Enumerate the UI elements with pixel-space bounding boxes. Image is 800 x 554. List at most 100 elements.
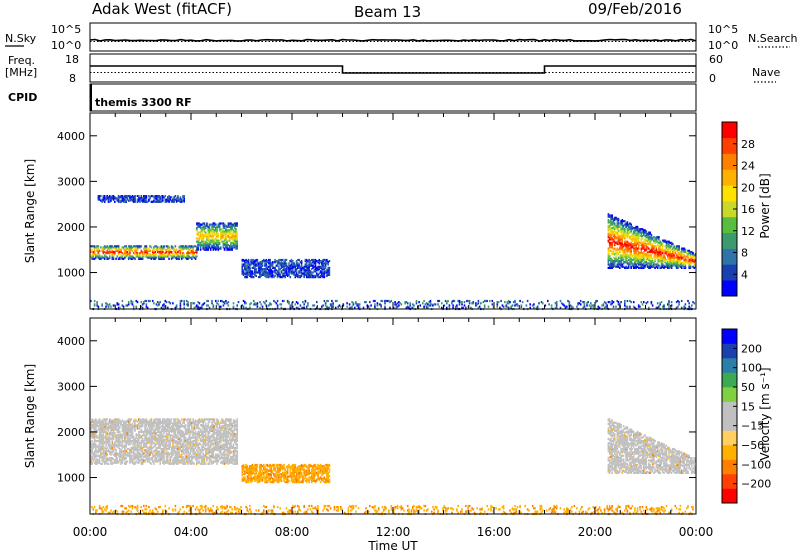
heatmap-cell [110,426,112,429]
heatmap-cell [276,276,279,279]
heatmap-cell [367,305,370,308]
heatmap-cell [284,274,286,277]
heatmap-cell [269,268,271,271]
heatmap-cell [107,247,110,250]
heatmap-cell [106,435,108,438]
heatmap-cell [466,299,468,303]
heatmap-cell [213,224,216,227]
heatmap-cell [246,262,249,265]
heatmap-cell [203,222,206,225]
heatmap-cell [191,249,193,252]
heatmap-cell [141,250,144,254]
heatmap-cell [136,434,139,437]
heatmap-cell [158,199,160,202]
heatmap-cell [512,301,515,304]
heatmap-cell [691,253,693,256]
heatmap-cell [156,441,159,444]
heatmap-cell [215,237,217,240]
heatmap-cell [216,228,218,231]
heatmap-cell [138,449,140,452]
heatmap-cell [626,236,629,239]
heatmap-cell [261,305,264,308]
heatmap-cell [135,245,138,248]
heatmap-cell [376,302,379,305]
heatmap-cell [114,434,116,437]
heatmap-cell [228,223,231,226]
heatmap-cell [672,242,674,246]
heatmap-cell [146,427,149,430]
heatmap-cell [648,238,650,241]
heatmap-cell [285,272,288,275]
heatmap-cell [236,240,238,243]
heatmap-cell [266,273,269,276]
heatmap-cell [218,241,221,244]
heatmap-cell [307,304,309,307]
date-title: 09/Feb/2016 [588,0,682,18]
heatmap-cell [310,276,313,279]
heatmap-cell [207,304,209,307]
heatmap-cell [668,264,670,267]
heatmap-cell [141,454,144,457]
heatmap-cell [96,429,98,432]
heatmap-cell [265,271,268,274]
heatmap-cell [201,223,203,226]
heatmap-cell [156,426,159,429]
heatmap-cell [129,250,131,254]
heatmap-cell [110,199,112,202]
heatmap-cell [346,305,348,308]
heatmap-cell [632,257,635,260]
heatmap-cell [225,299,227,303]
heatmap-cell [645,253,648,256]
heatmap-cell [179,196,182,199]
heatmap-cell [281,299,284,303]
heatmap-cell [160,439,163,443]
heatmap-cell [603,301,606,304]
heatmap-cell [153,247,155,250]
heatmap-cell [661,252,664,255]
heatmap-cell [607,252,610,255]
heatmap-cell [308,273,310,276]
heatmap-cell [91,439,93,443]
heatmap-cell [127,435,130,438]
heatmap-cell [141,430,144,433]
heatmap-cell [444,299,447,303]
heatmap-cell [124,429,126,432]
heatmap-cell [139,197,141,200]
heatmap-cell [148,199,150,202]
heatmap-cell [164,255,167,258]
heatmap-cell [254,264,256,267]
heatmap-cell [127,432,130,435]
heatmap-cell [271,273,274,276]
heatmap-cell [146,441,149,444]
heatmap-cell [130,429,132,432]
heatmap-cell [645,239,648,242]
heatmap-cell [126,197,129,200]
heatmap-cell [624,299,626,303]
heatmap-cell [653,236,655,239]
heatmap-cell [112,458,115,461]
heatmap-cell [140,439,143,443]
heatmap-cell [148,420,150,423]
heatmap-cell [643,250,645,254]
heatmap-cell [616,247,619,250]
heatmap-cell [608,236,611,239]
heatmap-cell [672,253,674,256]
heatmap-cell [107,246,110,249]
freq-panel [89,53,697,83]
heatmap-cell [223,239,226,242]
heatmap-cell [637,252,640,255]
heatmap-cell [504,301,506,304]
heatmap-cell [610,241,612,244]
heatmap-cell [225,231,227,234]
heatmap-cell [105,439,107,443]
heatmap-cell [640,244,643,247]
heatmap-cell [632,236,635,239]
heatmap-cell [93,245,96,248]
heatmap-cell [314,276,317,279]
heatmap-cell [119,435,121,438]
heatmap-cell [637,304,640,307]
heatmap-cell [141,449,144,452]
heatmap-cell [196,304,198,307]
heatmap-cell [144,455,146,459]
heatmap-cell [222,234,225,238]
